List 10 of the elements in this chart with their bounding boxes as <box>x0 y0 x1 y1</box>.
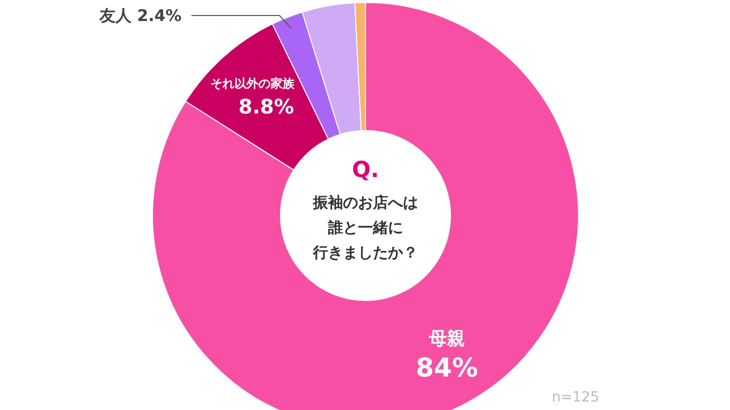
slice-label: それ以外の家族 <box>210 76 296 90</box>
text: 行きましたか？ <box>312 244 418 262</box>
data-label: 84% <box>416 354 478 384</box>
text: Q. <box>352 158 380 183</box>
data-label: 8.8% <box>238 94 294 118</box>
text: n=125 <box>552 390 600 406</box>
text: 振袖のお店へは <box>312 194 418 212</box>
slice-label: 友人 2.4% <box>98 6 182 25</box>
text: 誰と一緒に <box>327 218 403 236</box>
slice-label: 母親 <box>428 328 465 350</box>
